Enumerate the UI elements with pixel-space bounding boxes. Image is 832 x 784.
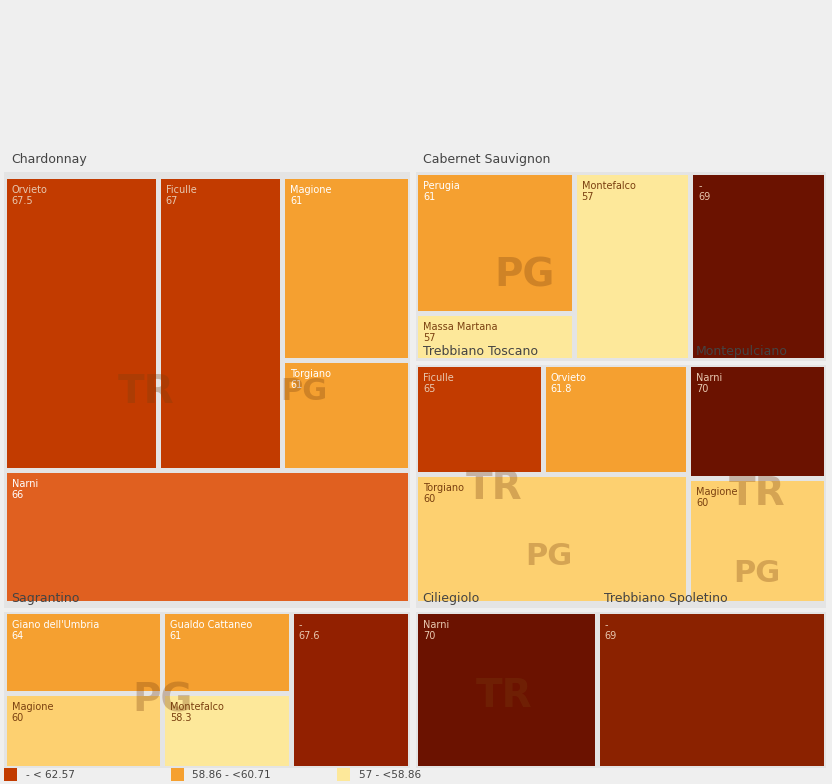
- Text: Narni: Narni: [423, 620, 450, 630]
- Text: Montepulciano: Montepulciano: [696, 345, 787, 358]
- Text: Montefalco: Montefalco: [170, 702, 224, 713]
- Text: 66: 66: [12, 490, 24, 500]
- Text: Orvieto: Orvieto: [12, 185, 47, 195]
- Text: 61: 61: [290, 196, 303, 206]
- Text: PG: PG: [132, 681, 192, 719]
- Bar: [165, 614, 289, 691]
- Bar: [7, 473, 408, 601]
- Bar: [691, 481, 824, 601]
- Text: Magione: Magione: [696, 487, 738, 497]
- Bar: [4, 612, 410, 768]
- Text: Magione: Magione: [290, 185, 332, 195]
- Text: 65: 65: [423, 384, 436, 394]
- Text: Magione: Magione: [12, 702, 53, 713]
- Bar: [7, 614, 160, 691]
- Bar: [418, 367, 541, 472]
- Text: PG: PG: [494, 257, 554, 295]
- Text: -: -: [605, 620, 608, 630]
- Text: 57: 57: [423, 333, 436, 343]
- Text: Massa Martana: Massa Martana: [423, 322, 498, 332]
- Text: TR: TR: [729, 475, 785, 513]
- Bar: [4, 768, 17, 781]
- Text: PG: PG: [280, 378, 327, 406]
- Bar: [337, 768, 350, 781]
- Text: -: -: [698, 181, 701, 191]
- Text: - < 62.57: - < 62.57: [26, 770, 75, 779]
- Text: Gualdo Cattaneo: Gualdo Cattaneo: [170, 620, 252, 630]
- Bar: [546, 367, 686, 472]
- Bar: [418, 614, 595, 766]
- Text: Trebbiano Spoletino: Trebbiano Spoletino: [604, 592, 728, 605]
- Text: Giano dell'Umbria: Giano dell'Umbria: [12, 620, 99, 630]
- Text: 57 - <58.86: 57 - <58.86: [359, 770, 421, 779]
- Text: 57: 57: [582, 192, 594, 202]
- Bar: [294, 614, 408, 766]
- Text: 61.8: 61.8: [551, 384, 572, 394]
- Text: 58.3: 58.3: [170, 713, 191, 724]
- Bar: [285, 363, 408, 468]
- Text: 64: 64: [12, 631, 24, 641]
- Text: Cabernet Sauvignon: Cabernet Sauvignon: [423, 153, 550, 166]
- Text: TR: TR: [117, 373, 174, 411]
- Bar: [418, 316, 572, 358]
- Text: 67.6: 67.6: [299, 631, 320, 641]
- Text: 61: 61: [170, 631, 182, 641]
- Text: PG: PG: [526, 543, 572, 571]
- Text: 58.86 - <60.71: 58.86 - <60.71: [192, 770, 271, 779]
- Text: 67: 67: [166, 196, 178, 206]
- Bar: [165, 696, 289, 766]
- Text: TR: TR: [476, 677, 532, 715]
- Text: PG: PG: [734, 560, 780, 588]
- Text: 60: 60: [12, 713, 24, 724]
- Text: 69: 69: [605, 631, 617, 641]
- Text: Chardonnay: Chardonnay: [11, 153, 87, 166]
- Bar: [416, 172, 826, 361]
- Text: 67.5: 67.5: [12, 196, 33, 206]
- Text: 60: 60: [423, 494, 436, 504]
- Text: 69: 69: [698, 192, 711, 202]
- Text: Perugia: Perugia: [423, 181, 460, 191]
- Text: 70: 70: [696, 384, 709, 394]
- Text: -: -: [299, 620, 302, 630]
- Text: Narni: Narni: [696, 373, 723, 383]
- Bar: [7, 696, 160, 766]
- Text: Ciliegiolo: Ciliegiolo: [423, 592, 480, 605]
- Bar: [416, 365, 689, 608]
- Text: Narni: Narni: [12, 479, 38, 489]
- Text: 70: 70: [423, 631, 436, 641]
- Bar: [691, 367, 824, 476]
- Text: Montefalco: Montefalco: [582, 181, 636, 191]
- Bar: [418, 477, 686, 601]
- Text: Ficulle: Ficulle: [166, 185, 196, 195]
- Bar: [693, 175, 824, 358]
- Bar: [416, 612, 597, 768]
- Text: 61: 61: [290, 380, 303, 390]
- Text: Orvieto: Orvieto: [551, 373, 587, 383]
- Bar: [600, 614, 824, 766]
- Bar: [689, 365, 826, 608]
- Bar: [4, 172, 410, 608]
- Bar: [171, 768, 184, 781]
- Bar: [285, 179, 408, 358]
- Text: TR: TR: [466, 469, 522, 506]
- Bar: [597, 612, 826, 768]
- Text: Torgiano: Torgiano: [423, 483, 464, 493]
- Text: Trebbiano Toscano: Trebbiano Toscano: [423, 345, 537, 358]
- Bar: [418, 175, 572, 311]
- Text: 61: 61: [423, 192, 436, 202]
- Text: Ficulle: Ficulle: [423, 373, 454, 383]
- Bar: [161, 179, 280, 468]
- Text: 60: 60: [696, 498, 709, 508]
- Bar: [7, 179, 156, 468]
- Text: Sagrantino: Sagrantino: [11, 592, 79, 605]
- Bar: [577, 175, 688, 358]
- Text: Torgiano: Torgiano: [290, 369, 331, 379]
